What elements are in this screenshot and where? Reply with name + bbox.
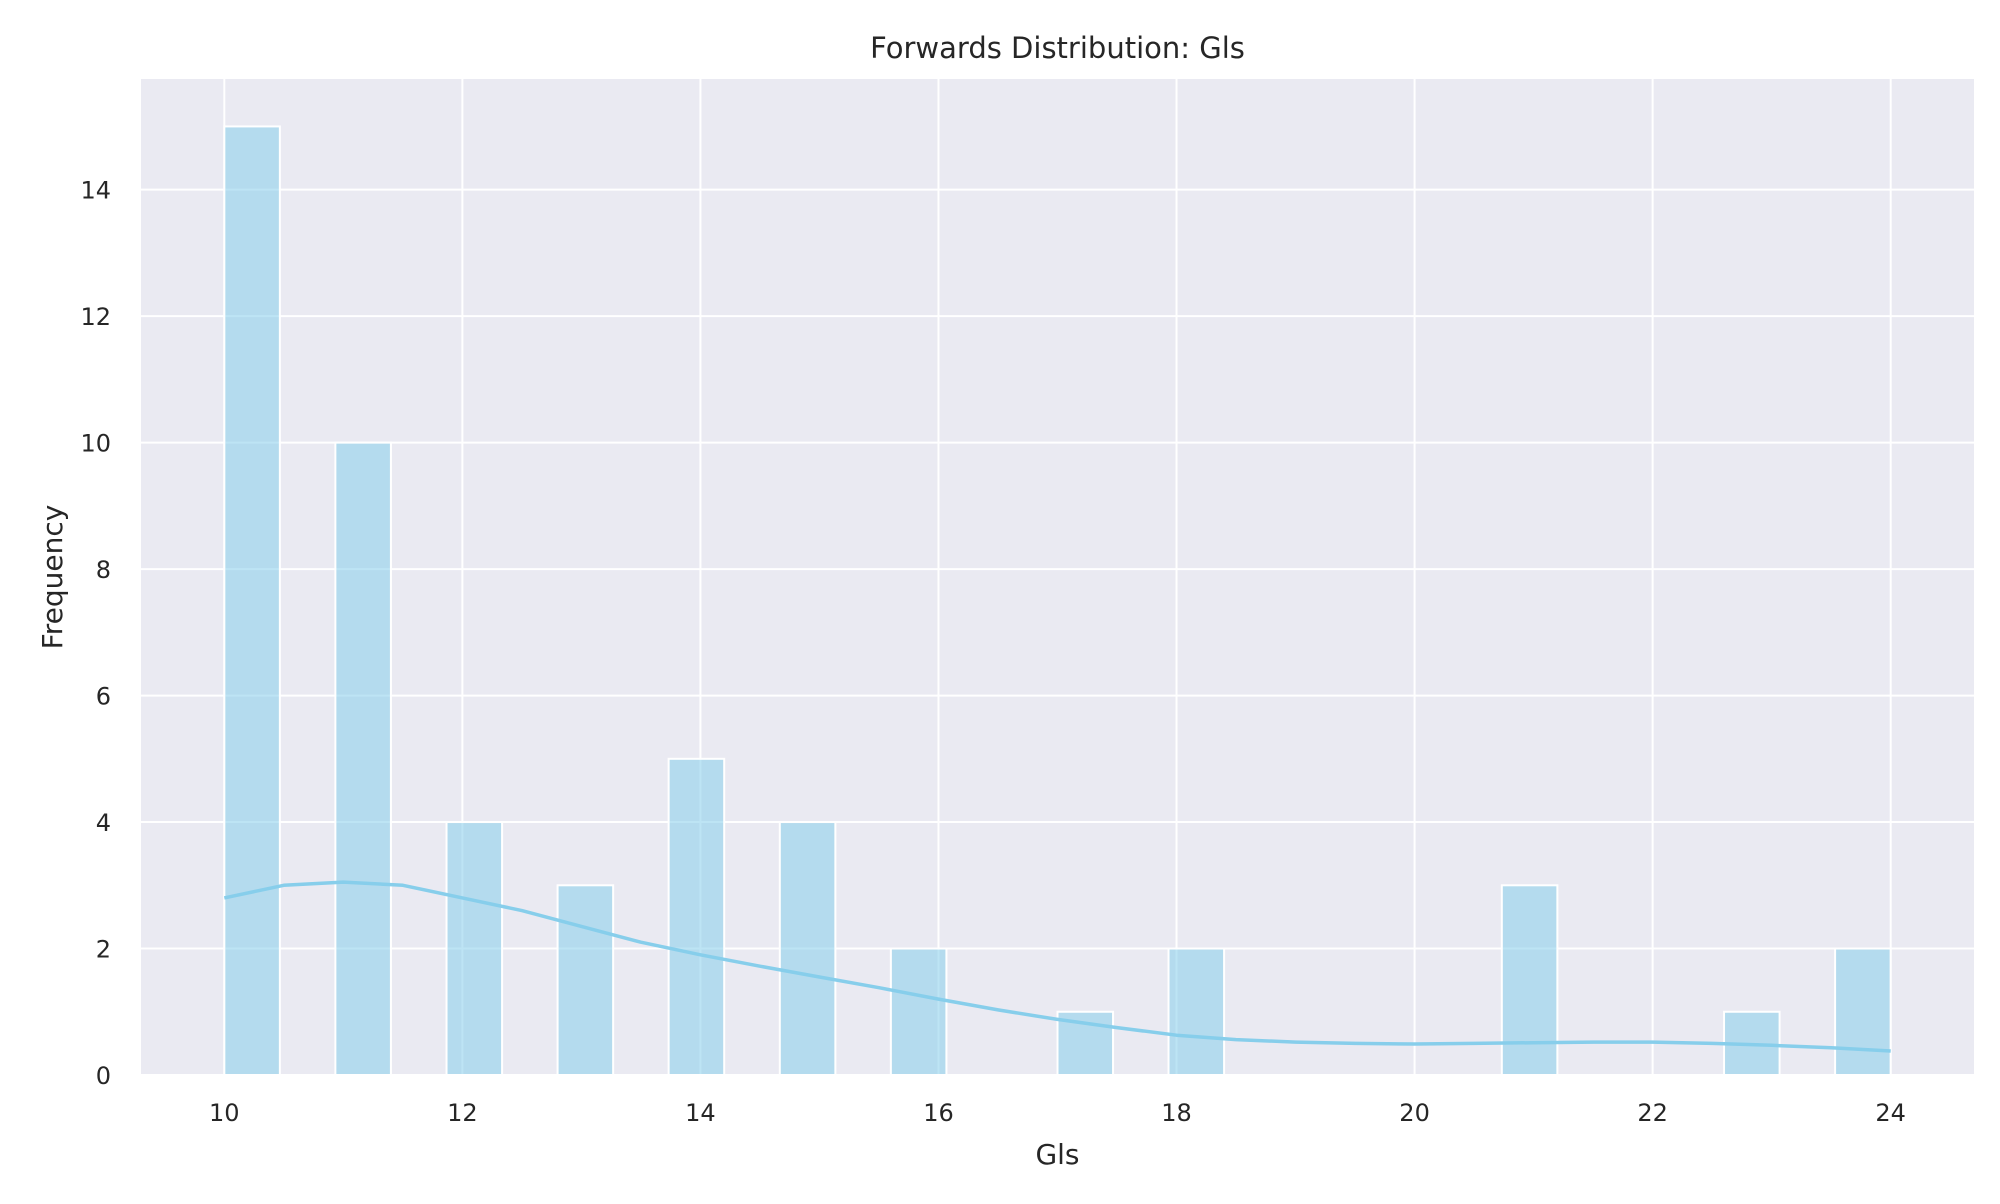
y-tick-labels: 0 2 4 6 8 10 12 14 bbox=[80, 177, 111, 1090]
y-tick-label: 4 bbox=[96, 809, 111, 837]
kde-line bbox=[223, 880, 1891, 1053]
x-tick-label: 12 bbox=[447, 1099, 478, 1127]
x-tick-label: 20 bbox=[1399, 1099, 1430, 1127]
histogram-bar bbox=[223, 125, 281, 1076]
y-tick-label: 2 bbox=[96, 936, 111, 964]
histogram-bar bbox=[1500, 884, 1559, 1076]
histogram-bars bbox=[223, 125, 1892, 1077]
y-tick-label: 8 bbox=[96, 556, 111, 584]
y-tick-label: 10 bbox=[80, 430, 111, 458]
histogram-bar bbox=[667, 757, 726, 1076]
histogram-bar bbox=[445, 821, 504, 1076]
y-tick-label: 6 bbox=[96, 683, 111, 711]
histogram-bar bbox=[778, 821, 837, 1076]
x-tick-label: 16 bbox=[923, 1099, 954, 1127]
x-tick-label: 10 bbox=[209, 1099, 240, 1127]
plot-background bbox=[141, 79, 1974, 1075]
y-tick-label: 12 bbox=[80, 303, 111, 331]
chart-title: Forwards Distribution: Gls bbox=[870, 31, 1245, 65]
x-tick-label: 22 bbox=[1637, 1099, 1668, 1127]
x-tick-label: 24 bbox=[1875, 1099, 1906, 1127]
histogram-bar bbox=[1834, 947, 1892, 1076]
histogram-bar bbox=[1167, 947, 1226, 1076]
x-tick-label: 14 bbox=[685, 1099, 716, 1127]
histogram-bar bbox=[556, 884, 615, 1076]
x-tick-labels: 10 12 14 16 18 20 22 24 bbox=[209, 1099, 1906, 1127]
histogram-bar bbox=[334, 441, 392, 1077]
x-tick-label: 18 bbox=[1161, 1099, 1192, 1127]
histogram-bar bbox=[889, 947, 948, 1076]
x-axis-label: Gls bbox=[1035, 1138, 1079, 1171]
kde-curve bbox=[223, 880, 1891, 1053]
y-tick-label: 0 bbox=[96, 1062, 111, 1090]
y-axis-label: Frequency bbox=[36, 505, 69, 650]
y-tick-label: 14 bbox=[80, 177, 111, 205]
